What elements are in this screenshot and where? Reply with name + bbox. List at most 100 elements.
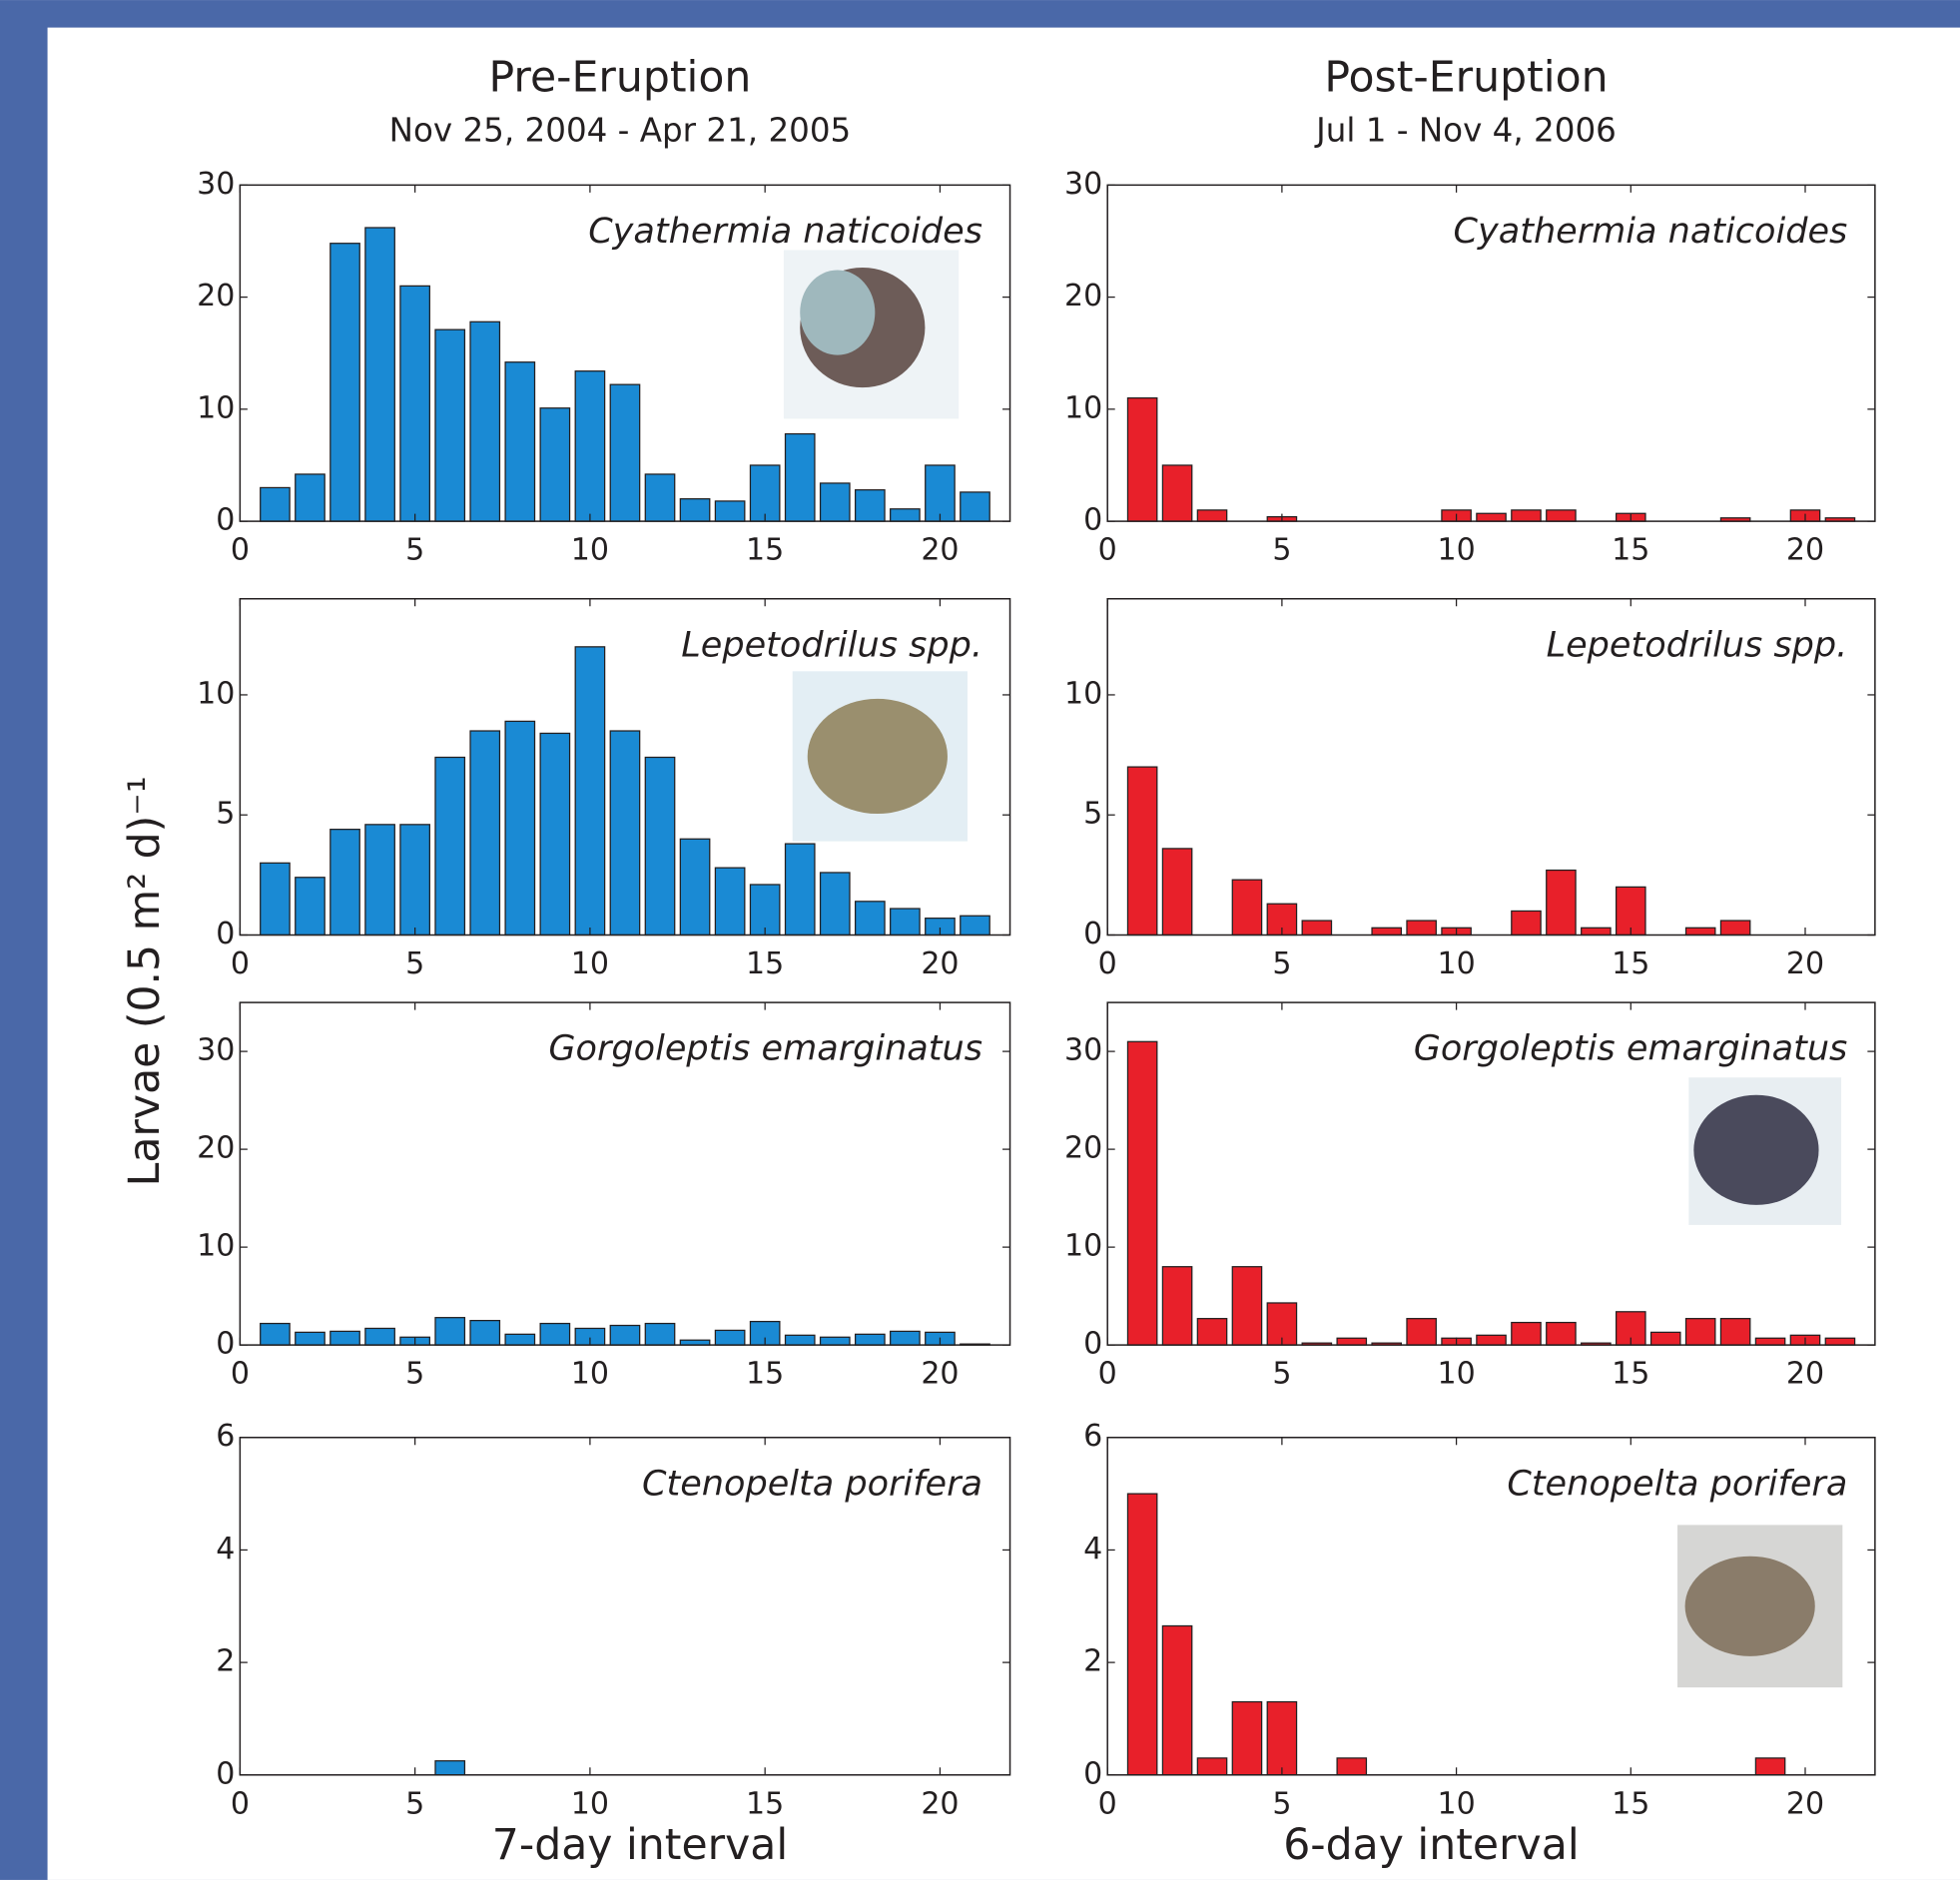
bar [505,1334,534,1345]
y-tick-label: 10 [197,676,235,711]
x-tick-label: 0 [231,946,250,981]
bar [610,731,639,935]
bar [715,1330,744,1345]
column-title: Post-Eruption [1324,53,1608,103]
x-tick-label: 10 [1437,946,1475,981]
bar [1162,465,1191,521]
bar [540,1324,569,1346]
y-tick-label: 6 [1083,1419,1102,1454]
x-tick-label: 20 [921,1786,959,1821]
bar [891,1331,920,1345]
x-tick-label: 10 [1437,533,1475,568]
species-label: Cyathermia naticoides [588,211,982,252]
bar [645,757,674,935]
x-tick-label: 5 [405,1786,424,1821]
bar [1547,1323,1576,1346]
bar [296,474,325,521]
bar [1162,849,1191,936]
x-tick-label: 15 [746,1786,784,1821]
x-tick-label: 10 [1437,1357,1475,1392]
bar [1127,767,1156,935]
y-tick-label: 0 [216,917,235,951]
x-tick-label: 20 [1786,1357,1824,1392]
bar [1162,1267,1191,1345]
bar [365,1328,394,1345]
bar [296,878,325,936]
bar [1127,1494,1156,1775]
y-tick-label: 10 [1064,676,1102,711]
x-tick-label: 5 [405,1357,424,1392]
y-tick-label: 0 [1083,1327,1102,1362]
x-tick-label: 15 [1612,533,1649,568]
x-tick-label: 20 [1786,946,1824,981]
x-tick-label: 5 [1272,946,1291,981]
bar [365,825,394,936]
y-tick-label: 0 [216,1756,235,1791]
bar [1302,921,1331,935]
larva-photo [1677,1525,1842,1687]
bar [330,830,359,936]
y-tick-label: 20 [197,1131,235,1166]
bar [821,1337,850,1345]
bar [821,483,850,521]
species-label: Ctenopelta porifera [642,1463,982,1504]
bar [610,1326,639,1346]
y-tick-label: 30 [197,1033,235,1068]
x-tick-label: 10 [571,533,609,568]
bar [1477,513,1506,521]
x-tick-label: 10 [571,1786,609,1821]
y-tick-label: 10 [197,1229,235,1264]
bar [365,228,394,521]
y-tick-label: 4 [216,1532,235,1567]
larva-photo [784,250,959,418]
y-tick-label: 10 [197,390,235,425]
bar [261,487,290,521]
bar [1651,1332,1680,1345]
x-axis-label: 6-day interval [1283,1820,1579,1870]
species-label: Gorgoleptis emarginatus [548,1028,982,1069]
y-tick-label: 20 [1064,279,1102,313]
bar [891,509,920,521]
bar [1547,871,1576,936]
bar [400,825,429,936]
column-subtitle: Jul 1 - Nov 4, 2006 [1314,112,1617,150]
x-tick-label: 15 [746,946,784,981]
bar [1825,1338,1854,1345]
bar [610,384,639,521]
x-tick-label: 10 [571,946,609,981]
bar [1232,1267,1261,1345]
bar [575,371,604,521]
bar [575,647,604,936]
bar [1512,510,1541,521]
bar [750,885,779,936]
x-tick-label: 20 [1786,1786,1824,1821]
bar [400,286,429,521]
x-tick-label: 0 [231,533,250,568]
y-tick-label: 30 [1064,1033,1102,1068]
bar [821,873,850,936]
bar [1407,921,1436,935]
y-tick-label: 5 [1083,797,1102,832]
bar [435,757,464,935]
y-tick-label: 2 [216,1644,235,1679]
x-tick-label: 0 [1098,1786,1117,1821]
species-label: Cyathermia naticoides [1454,211,1848,252]
x-tick-label: 10 [1437,1786,1475,1821]
y-tick-label: 10 [1064,390,1102,425]
y-tick-label: 0 [216,503,235,538]
bar [540,733,569,935]
x-tick-label: 15 [1612,1786,1649,1821]
y-axis-label: Larvae (0.5 m² d)⁻¹ [120,776,170,1186]
column-subtitle: Nov 25, 2004 - Apr 21, 2005 [389,112,852,150]
bar [330,1331,359,1345]
bar [1582,928,1611,935]
y-tick-label: 2 [1083,1644,1102,1679]
x-tick-label: 0 [1098,533,1117,568]
bar [540,408,569,521]
bar [1197,510,1226,521]
y-tick-label: 10 [1064,1229,1102,1264]
y-tick-label: 6 [216,1419,235,1454]
bar [1685,1319,1714,1345]
bar [470,321,499,521]
bar [1267,1702,1296,1775]
